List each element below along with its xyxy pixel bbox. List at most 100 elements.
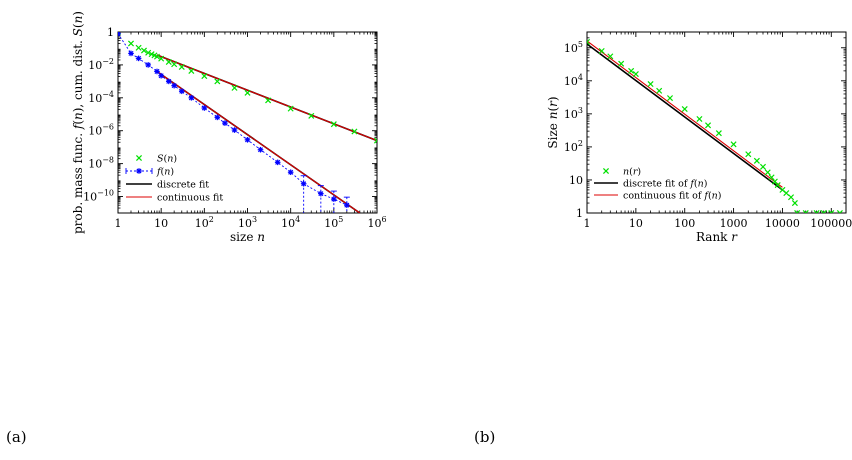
data-point-n-r (759, 163, 767, 170)
data-point-n-r (802, 209, 809, 213)
fit-line-continuous-fit-of-f-n- (587, 40, 783, 188)
legend-label: discrete fit of f(n) (623, 179, 707, 190)
y-tick-label: 10−2 (88, 57, 114, 72)
data-point-s-n (231, 84, 238, 91)
legend-label: S(n) (157, 154, 177, 165)
x-tick-exponent: 6 (381, 215, 386, 224)
data-point-f-n (165, 78, 172, 85)
x-tick-label: 10 (629, 217, 643, 230)
data-point-n-r (705, 122, 712, 129)
data-point-f-n (257, 146, 264, 153)
x-tick-exponent: 3 (252, 215, 257, 224)
data-point-n-r (783, 190, 790, 197)
data-point-n-r (788, 194, 795, 201)
data-point-f-n (145, 62, 151, 68)
x-tick-exponent: 5 (338, 215, 343, 224)
data-point-s-n (140, 47, 148, 54)
data-point-n-r (745, 151, 752, 158)
data-point-n-r (666, 95, 674, 102)
fit-line-discrete-fit-of-f-n- (587, 43, 783, 191)
y-tick-label: 105 (564, 40, 583, 55)
data-point-n-r (618, 60, 625, 67)
data-point-n-r (715, 130, 722, 137)
data-point-s-n (171, 61, 178, 68)
plot-area (118, 32, 377, 213)
data-point-s-n (351, 128, 358, 135)
data-point-n-r (628, 67, 635, 74)
y-axis-label: prob. mass func. f(n), cum. dist. S(n) (71, 11, 85, 234)
legend-label: n(r) (623, 167, 641, 178)
data-point-f-n (300, 180, 307, 187)
x-tick-label: 104 (281, 215, 300, 230)
panel-a-chart: 1 10 102 103 104 105 106 1 10−2 10−4 10−6 10−8 10−10… (71, 11, 387, 244)
legend-label: continuous fit (157, 193, 223, 204)
data-point-n-r (696, 115, 703, 123)
x-tick-label: 1000 (720, 217, 748, 230)
data-point-f-n (318, 190, 324, 197)
data-point-n-r (768, 174, 775, 181)
data-point-n-r (813, 209, 820, 213)
data-point-s-n (158, 55, 165, 62)
y-tick-exponent: −10 (97, 189, 114, 198)
data-point-n-r (753, 157, 760, 164)
x-tick-label: 10000 (765, 217, 800, 230)
y-tick-exponent: −2 (102, 57, 114, 66)
x-tick-label: 102 (195, 215, 214, 230)
plot-frame (586, 31, 847, 214)
data-point-n-r (681, 106, 688, 113)
y-axis-label: Size n(r) (546, 96, 560, 148)
data-point-f-n (178, 88, 185, 95)
data-point-n-r (820, 209, 827, 213)
data-point-f-n (287, 169, 294, 176)
data-point-f-n (154, 68, 160, 75)
data-point-n-r (764, 169, 771, 176)
x-tick-label: 1 (584, 217, 591, 230)
f-n-dotted-line (118, 33, 347, 206)
x-tick-label: 105 (324, 215, 343, 230)
x-tick-label: 103 (238, 215, 257, 230)
y-tick-label: 10−10 (83, 189, 114, 204)
x-axis-label: Rank r (696, 230, 738, 244)
data-point-f-n (128, 50, 134, 57)
data-point-n-r (647, 80, 654, 88)
data-point-s-n (145, 49, 152, 56)
data-point-s-n (373, 137, 377, 144)
data-point-n-r (607, 53, 614, 60)
data-point-s-n (244, 89, 251, 96)
legend-label: discrete fit (157, 180, 209, 191)
data-point-n-r (598, 47, 605, 54)
legend-marker-x (602, 167, 610, 175)
panel-b-chart: 1 10 100 1000 10000 100000 1 10 102 103 104 105 Rank… (546, 31, 852, 244)
y-tick-exponent: −6 (102, 123, 114, 132)
data-point-s-n (153, 53, 161, 60)
data-point-s-n (127, 40, 135, 47)
data-point-n-r (774, 182, 781, 189)
plot-area (587, 38, 843, 213)
data-point-n-r (656, 87, 663, 94)
y-tick-exponent: 5 (578, 40, 583, 49)
data-point-f-n (231, 127, 238, 133)
x-tick-label: 106 (367, 215, 386, 230)
data-point-n-r (791, 200, 798, 207)
x-tick-label: 10 (154, 217, 168, 230)
data-point-n-r (828, 209, 835, 213)
y-tick-label: 10−8 (88, 156, 114, 171)
data-point-f-n (222, 120, 228, 126)
y-tick-exponent: 3 (578, 106, 583, 115)
data-point-n-r (836, 209, 843, 213)
data-point-s-n (201, 73, 208, 80)
data-point-s-n (287, 105, 294, 112)
data-point-f-n (274, 159, 281, 166)
y-tick-exponent: 2 (578, 139, 583, 148)
data-point-s-n (308, 112, 315, 119)
legend-marker-star (136, 168, 142, 174)
y-tick-label: 10−6 (88, 123, 114, 138)
y-tick-label: 104 (564, 73, 583, 88)
data-point-f-n (135, 55, 142, 62)
data-point-f-n (171, 82, 177, 89)
data-point-f-n (331, 196, 337, 202)
data-point-f-n (188, 95, 195, 101)
y-tick-label: 10−4 (88, 90, 114, 105)
data-point-f-n (214, 114, 221, 121)
